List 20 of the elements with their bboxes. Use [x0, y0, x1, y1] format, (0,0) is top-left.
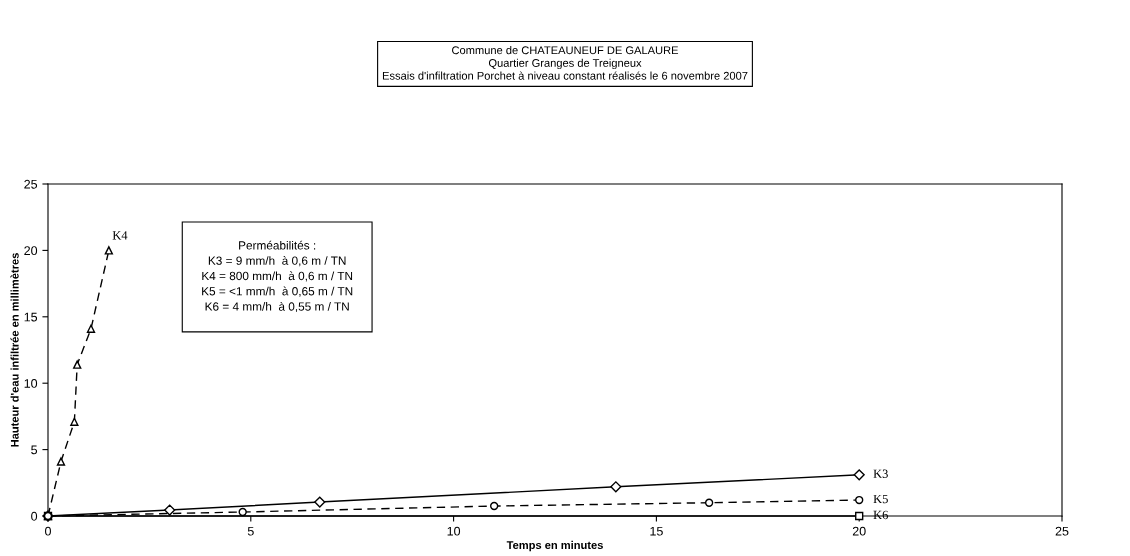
x-axis-title: Temps en minutes — [506, 540, 603, 552]
x-tick-label: 20 — [852, 526, 866, 536]
y-tick-label: 15 — [24, 312, 38, 322]
x-tick-label: 10 — [447, 526, 461, 536]
legend-label: K6 — [873, 510, 888, 520]
y-tick-label: 25 — [24, 179, 38, 189]
annotation: Perméabilités : K3 = 9 mm/h à 0,6 m / TN K4 = 800 mm/h à 0,6 m / TN K5 = <1 mm/h à 0,65 m / TN K6 = 4 mm/h à 0,55 m / TN — [202, 240, 353, 313]
series-label: K3 — [873, 469, 888, 478]
y-tick-label: 5 — [31, 445, 38, 455]
series-label: K5 — [873, 494, 888, 504]
x-tick-label: 25 — [1055, 526, 1069, 536]
series-label: K4 — [112, 231, 128, 240]
x-tick-label: 15 — [650, 526, 663, 536]
x-tick-label: 0 — [45, 526, 51, 536]
y-tick-label: 0 — [31, 511, 38, 521]
x-tick-label: 5 — [247, 526, 254, 536]
y-tick-label: 10 — [24, 379, 38, 388]
chart-title: Commune de CHATEAUNEUF DE GALAURE Quartier Granges de Treigneux Essais d'infiltration Porchet à niveau constant réalisés le 6 novembre 2007 — [382, 45, 748, 80]
y-axis-title: Hauteur d'eau infiltrée en millimètres — [10, 253, 19, 447]
y-tick-label: 20 — [24, 246, 38, 256]
